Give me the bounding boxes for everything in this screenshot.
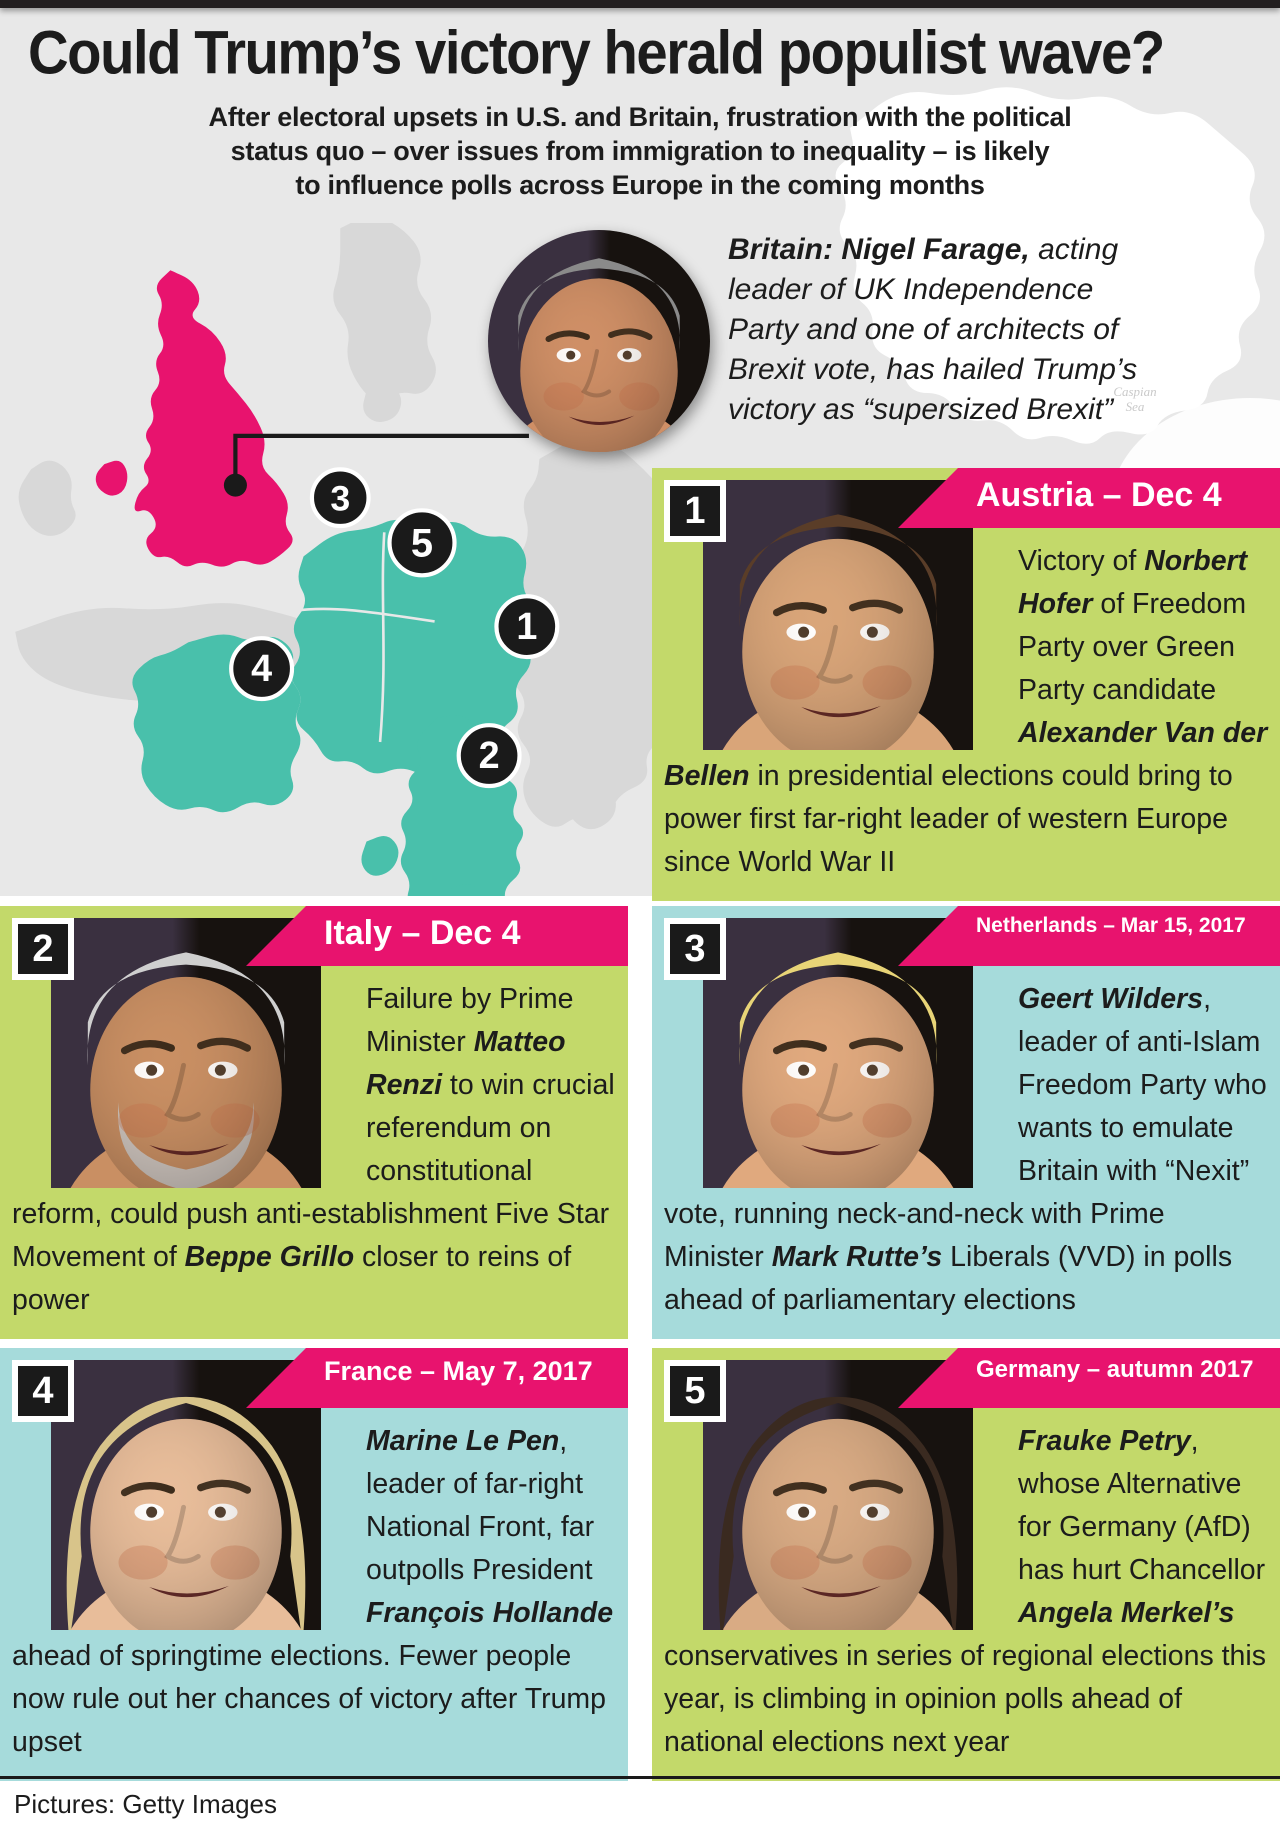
svg-text:4: 4 <box>251 647 272 689</box>
svg-text:5: 5 <box>411 521 433 565</box>
svg-text:1: 1 <box>516 605 537 647</box>
svg-text:2: 2 <box>479 734 500 776</box>
svg-text:3: 3 <box>330 478 350 518</box>
